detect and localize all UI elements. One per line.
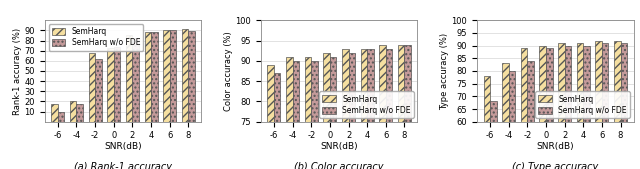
Legend: SemHarq, SemHarq w/o FDE: SemHarq, SemHarq w/o FDE bbox=[535, 91, 630, 118]
Bar bbox=[349, 53, 355, 169]
Bar bbox=[502, 63, 509, 169]
Bar bbox=[509, 71, 515, 169]
Bar bbox=[614, 41, 621, 169]
X-axis label: SNR(dB): SNR(dB) bbox=[104, 142, 142, 151]
Bar bbox=[114, 47, 120, 122]
Y-axis label: Rank-1 accuracy (%): Rank-1 accuracy (%) bbox=[13, 27, 22, 115]
X-axis label: SNR(dB): SNR(dB) bbox=[321, 142, 358, 151]
Bar bbox=[564, 46, 571, 169]
Bar bbox=[595, 41, 602, 169]
Bar bbox=[77, 104, 83, 122]
X-axis label: SNR(dB): SNR(dB) bbox=[536, 142, 574, 151]
Bar bbox=[484, 76, 490, 169]
Bar bbox=[292, 61, 299, 169]
Bar bbox=[527, 61, 534, 169]
Bar bbox=[342, 49, 349, 169]
Bar bbox=[360, 49, 367, 169]
Text: (a) Rank-1 accuracy: (a) Rank-1 accuracy bbox=[74, 162, 172, 169]
Text: (b) Color accuracy: (b) Color accuracy bbox=[294, 162, 384, 169]
Y-axis label: Type accuracy (%): Type accuracy (%) bbox=[440, 32, 449, 110]
Bar bbox=[404, 45, 411, 169]
Bar bbox=[558, 43, 564, 169]
Bar bbox=[540, 46, 546, 169]
Text: (c) Type accuracy: (c) Type accuracy bbox=[512, 162, 598, 169]
Bar bbox=[188, 31, 195, 122]
Y-axis label: Color accuracy (%): Color accuracy (%) bbox=[223, 31, 233, 111]
Bar bbox=[490, 101, 497, 169]
Bar bbox=[621, 43, 627, 169]
Bar bbox=[51, 104, 58, 122]
Bar bbox=[88, 53, 95, 122]
Bar bbox=[311, 61, 318, 169]
Bar bbox=[286, 57, 292, 169]
Bar bbox=[108, 48, 114, 122]
Bar bbox=[182, 29, 188, 122]
Bar bbox=[367, 49, 374, 169]
Bar bbox=[126, 35, 132, 122]
Bar bbox=[398, 45, 404, 169]
Legend: SemHarq, SemHarq w/o FDE: SemHarq, SemHarq w/o FDE bbox=[319, 91, 413, 118]
Bar bbox=[132, 38, 139, 122]
Bar bbox=[330, 57, 337, 169]
Bar bbox=[323, 53, 330, 169]
Bar bbox=[70, 101, 77, 122]
Bar bbox=[268, 65, 274, 169]
Bar bbox=[583, 46, 590, 169]
Bar bbox=[380, 45, 386, 169]
Bar bbox=[95, 59, 102, 122]
Bar bbox=[58, 112, 65, 122]
Bar bbox=[145, 32, 151, 122]
Bar bbox=[305, 57, 311, 169]
Legend: SemHarq, SemHarq w/o FDE: SemHarq, SemHarq w/o FDE bbox=[49, 24, 143, 51]
Bar bbox=[163, 30, 170, 122]
Bar bbox=[602, 43, 609, 169]
Bar bbox=[170, 30, 176, 122]
Bar bbox=[151, 32, 157, 122]
Bar bbox=[274, 73, 280, 169]
Bar bbox=[546, 48, 552, 169]
Bar bbox=[521, 48, 527, 169]
Bar bbox=[577, 43, 583, 169]
Bar bbox=[386, 49, 392, 169]
